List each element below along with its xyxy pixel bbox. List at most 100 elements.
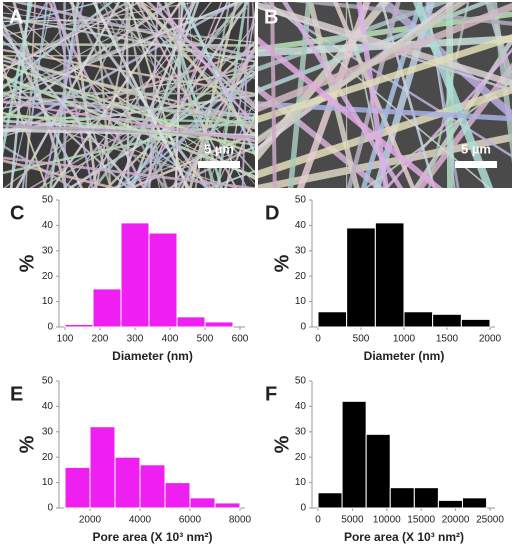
bar (374, 222, 405, 328)
fiber (426, 2, 456, 188)
bar (317, 311, 348, 328)
y-tick-label: 20 (42, 271, 54, 282)
fiber (281, 2, 404, 188)
x-axis-label: Pore area (X 10³ nm²) (344, 530, 464, 544)
bar (139, 464, 166, 509)
x-tick-label: 1500 (436, 334, 459, 345)
fiber (3, 2, 246, 97)
fiber (131, 2, 200, 188)
y-tick-label: 0 (47, 503, 53, 514)
y-axis-label: % (271, 435, 293, 453)
fiber (261, 2, 512, 158)
bar (214, 502, 241, 509)
fiber (49, 2, 80, 188)
fiber (216, 2, 248, 188)
fiber (68, 2, 210, 188)
fiber (296, 2, 371, 188)
fiber (3, 55, 255, 180)
scale-bar-label: 5 µm (204, 141, 234, 156)
x-tick-label: 8000 (229, 515, 252, 526)
bar (189, 497, 216, 509)
fiber (127, 2, 188, 188)
y-tick-label: 20 (295, 271, 307, 282)
fiber (380, 2, 436, 188)
y-tick-label: 20 (42, 452, 54, 463)
x-tick-label: 25000 (476, 515, 504, 526)
fiber (112, 106, 255, 188)
fiber (258, 2, 512, 87)
x-tick-label: 10000 (373, 515, 401, 526)
fiber (3, 101, 255, 143)
scale-bar (455, 161, 497, 168)
x-tick-label: 400 (162, 334, 179, 345)
fiber (258, 85, 512, 179)
fiber (170, 44, 255, 188)
y-tick-label: 50 (295, 195, 307, 206)
fiber (3, 2, 104, 28)
fiber (3, 28, 169, 188)
bar (92, 288, 122, 328)
fiber (67, 71, 255, 188)
y-tick-label: 40 (295, 401, 307, 412)
y-tick-label: 0 (300, 322, 306, 333)
x-tick-label: 100 (57, 334, 74, 345)
panel-label: C (10, 202, 24, 224)
fiber (125, 2, 255, 123)
fiber (3, 31, 137, 188)
fiber (102, 2, 169, 188)
fiber (251, 2, 255, 56)
bar (176, 316, 206, 328)
x-tick-label: 500 (197, 334, 214, 345)
bar (148, 232, 178, 328)
fiber (165, 2, 215, 188)
fiber (258, 34, 512, 123)
y-tick-label: 10 (295, 477, 307, 488)
fiber (356, 2, 389, 188)
fiber (258, 36, 443, 188)
sem-image (258, 2, 512, 188)
fiber (3, 159, 120, 188)
x-tick-label: 500 (353, 334, 370, 345)
bar (164, 482, 191, 509)
fiber (116, 2, 196, 188)
fiber (3, 18, 255, 43)
x-tick-label: 300 (127, 334, 144, 345)
panel-label: A (9, 6, 23, 28)
fiber (3, 64, 48, 188)
bar (64, 466, 91, 509)
y-tick-label: 40 (42, 401, 54, 412)
fibers (3, 2, 255, 188)
bar (413, 487, 439, 509)
fiber (3, 16, 255, 23)
bar (120, 222, 150, 328)
fiber (3, 55, 255, 130)
x-axis-label: Pore area (X 10³ nm²) (92, 530, 212, 544)
y-tick-label: 10 (42, 477, 54, 488)
y-tick-label: 20 (295, 452, 307, 463)
fiber (485, 2, 512, 94)
fiber (52, 2, 94, 188)
x-tick-label: 2000 (479, 334, 502, 345)
y-tick-label: 30 (42, 426, 54, 437)
fiber (215, 98, 255, 188)
fiber (3, 115, 255, 124)
fiber (208, 10, 255, 188)
fiber (176, 60, 255, 188)
fiber (47, 2, 146, 188)
panel-label: F (265, 383, 277, 405)
bar (432, 313, 462, 328)
y-tick-label: 50 (42, 376, 54, 387)
fiber (224, 112, 255, 188)
fiber (142, 48, 255, 188)
y-tick-label: 10 (295, 296, 307, 307)
fiber (292, 2, 512, 26)
fiber (3, 63, 255, 155)
fiber (258, 2, 451, 72)
y-tick-label: 40 (295, 220, 307, 231)
fiber (3, 48, 255, 96)
y-axis-label: % (16, 254, 38, 272)
fiber (241, 2, 250, 188)
y-tick-label: 30 (295, 426, 307, 437)
fiber (92, 2, 244, 188)
bar (341, 400, 367, 509)
